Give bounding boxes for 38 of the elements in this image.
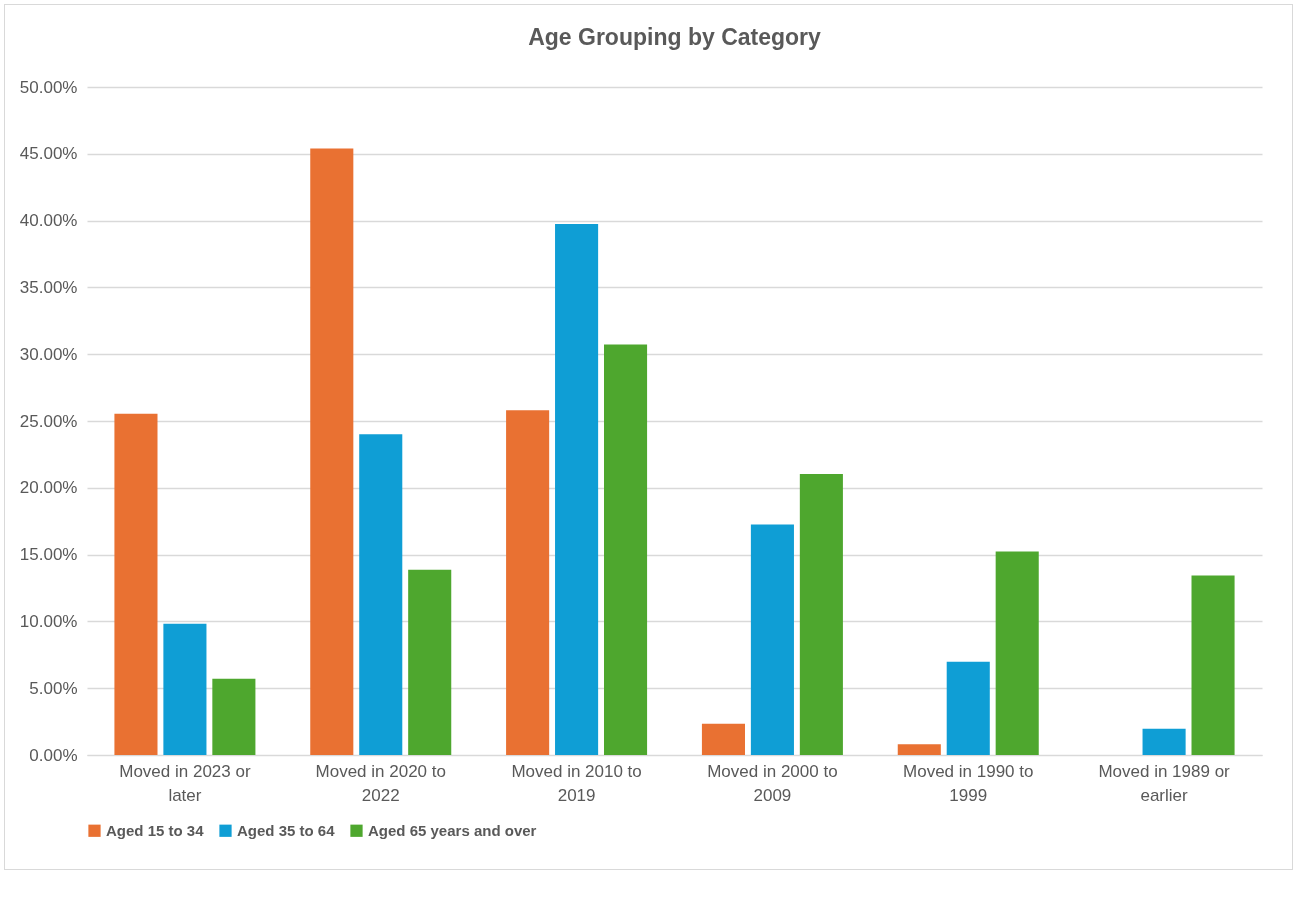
x-tick-label: Moved in 1989 or earlier <box>1098 761 1231 805</box>
y-tick-label: 50.00% <box>19 77 78 97</box>
y-tick-label: 10.00% <box>19 611 78 631</box>
legend-label: Aged 35 to 64 <box>237 821 336 839</box>
bar <box>114 413 158 755</box>
bar <box>212 678 256 755</box>
bar <box>163 623 207 755</box>
y-tick-label: 15.00% <box>19 545 78 565</box>
bar <box>359 434 403 755</box>
x-tick-label: Moved in 2010 to 2019 <box>511 761 642 805</box>
y-tick-label: 45.00% <box>19 144 78 164</box>
bar <box>750 524 794 755</box>
bar <box>1142 728 1186 755</box>
y-tick-label: 5.00% <box>29 678 78 698</box>
bar <box>1191 575 1235 755</box>
chart-title: Age Grouping by Category <box>528 24 822 50</box>
y-tick-label: 25.00% <box>19 411 78 431</box>
legend-label: Aged 65 years and over <box>368 821 537 839</box>
bar <box>897 744 941 755</box>
y-tick-label: 20.00% <box>19 478 78 498</box>
bar <box>408 569 452 755</box>
y-tick-label: 30.00% <box>19 344 78 364</box>
x-tick-label: Moved in 2020 to 2022 <box>315 761 446 805</box>
y-tick-label: 35.00% <box>19 277 78 297</box>
x-tick-label: Moved in 2000 to 2009 <box>707 761 838 805</box>
y-tick-label: 0.00% <box>29 745 78 765</box>
legend-label: Aged 15 to 34 <box>106 821 205 839</box>
bar <box>799 474 843 755</box>
bar <box>555 223 599 755</box>
bar <box>310 148 354 755</box>
x-tick-label: Moved in 2023 or later <box>119 761 251 805</box>
bar <box>995 551 1039 755</box>
bar <box>604 344 648 755</box>
bar <box>506 410 550 755</box>
x-tick-label: Moved in 1990 to 1999 <box>903 761 1034 805</box>
bar <box>946 661 990 755</box>
y-tick-label: 40.00% <box>19 211 78 231</box>
bar <box>701 723 745 755</box>
